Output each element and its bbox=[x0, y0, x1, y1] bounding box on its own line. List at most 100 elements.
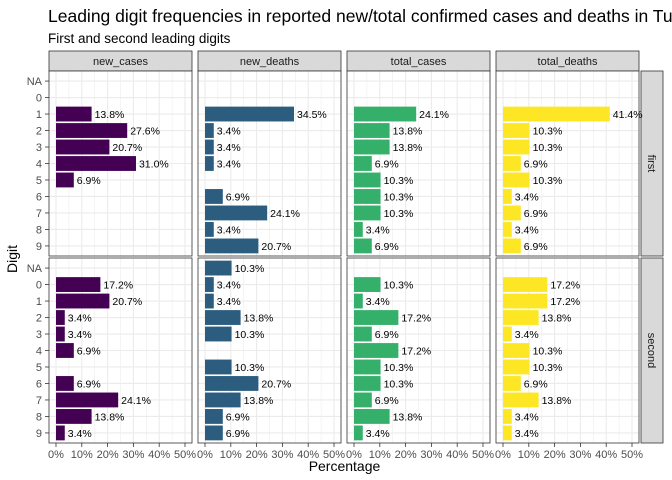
data-label: 31.0% bbox=[139, 159, 169, 171]
data-label: 6.9% bbox=[524, 208, 548, 220]
bar bbox=[205, 293, 214, 309]
bar bbox=[56, 277, 101, 292]
bar bbox=[205, 277, 214, 292]
bar bbox=[205, 106, 295, 122]
x-tick-label: 10% bbox=[518, 449, 540, 461]
data-label: 6.9% bbox=[77, 346, 101, 358]
data-label: 24.1% bbox=[419, 109, 449, 121]
bar bbox=[56, 123, 128, 138]
data-label: 3.4% bbox=[515, 411, 539, 423]
data-label: 6.9% bbox=[226, 411, 250, 423]
data-label: 10.3% bbox=[384, 191, 414, 203]
data-label: 10.3% bbox=[384, 280, 414, 292]
y-tick-label: 3 bbox=[36, 329, 42, 341]
data-label: 6.9% bbox=[375, 159, 399, 171]
bar bbox=[503, 189, 512, 204]
data-label: 3.4% bbox=[68, 329, 92, 341]
y-axis-title: Digit bbox=[4, 245, 20, 273]
data-label: 24.1% bbox=[270, 208, 300, 220]
bar bbox=[205, 238, 259, 254]
data-label: 3.4% bbox=[366, 296, 390, 308]
bar bbox=[354, 172, 381, 188]
y-tick-label: 9 bbox=[36, 241, 42, 253]
data-label: 3.4% bbox=[515, 191, 539, 203]
x-tick-label: 20% bbox=[395, 449, 417, 461]
bar bbox=[354, 293, 363, 309]
data-label: 6.9% bbox=[375, 241, 399, 253]
bar bbox=[503, 205, 521, 221]
data-label: 3.4% bbox=[366, 224, 390, 236]
bar bbox=[205, 409, 223, 424]
y-tick-label: NA bbox=[27, 76, 43, 88]
bar bbox=[205, 156, 214, 171]
y-tick-label: 8 bbox=[36, 411, 42, 423]
x-tick-label: 40% bbox=[595, 449, 617, 461]
data-label: 27.6% bbox=[130, 126, 160, 138]
data-label: 6.9% bbox=[226, 191, 250, 203]
y-tick-label: 5 bbox=[36, 362, 42, 374]
data-label: 6.9% bbox=[524, 378, 548, 390]
x-tick-label: 40% bbox=[297, 449, 319, 461]
data-label: 13.8% bbox=[393, 126, 423, 138]
data-label: 20.7% bbox=[261, 378, 291, 390]
bar bbox=[205, 392, 241, 408]
x-tick-label: 50% bbox=[323, 449, 345, 461]
data-label: 3.4% bbox=[515, 329, 539, 341]
panel-border bbox=[495, 70, 640, 257]
bar bbox=[205, 260, 232, 276]
data-label: 13.8% bbox=[393, 411, 423, 423]
facet-strip-label-total_cases: total_cases bbox=[391, 56, 447, 68]
data-label: 13.8% bbox=[95, 109, 125, 121]
data-label: 17.2% bbox=[550, 280, 580, 292]
y-tick-label: 7 bbox=[36, 208, 42, 220]
data-label: 3.4% bbox=[217, 126, 241, 138]
x-tick-label: 20% bbox=[97, 449, 119, 461]
y-tick-label: 9 bbox=[36, 428, 42, 440]
x-axis-title: Percentage bbox=[309, 458, 381, 474]
panel-second-total_deaths: 17.2%17.2%13.8%3.4%10.3%10.3%6.9%13.8%3.… bbox=[495, 257, 640, 444]
panel-second-new_deaths: 10.3%3.4%3.4%13.8%10.3%10.3%20.7%13.8%6.… bbox=[197, 257, 342, 444]
x-tick-label: 30% bbox=[569, 449, 591, 461]
x-tick-label: 50% bbox=[174, 449, 196, 461]
facet-strip-first bbox=[640, 70, 664, 257]
bar bbox=[503, 156, 521, 171]
data-label: 3.4% bbox=[68, 428, 92, 440]
data-label: 6.9% bbox=[375, 395, 399, 407]
data-label: 3.4% bbox=[515, 224, 539, 236]
bar bbox=[503, 139, 530, 155]
data-label: 13.8% bbox=[244, 313, 274, 325]
y-tick-label: 0 bbox=[36, 93, 42, 105]
bar bbox=[503, 293, 548, 309]
facet-strip-label-first: first bbox=[645, 155, 657, 173]
bar bbox=[354, 326, 372, 342]
data-label: 10.3% bbox=[384, 378, 414, 390]
data-label: 34.5% bbox=[297, 109, 327, 121]
bar bbox=[354, 205, 381, 221]
bar bbox=[354, 139, 390, 155]
facet-strip-label-total_deaths: total_deaths bbox=[538, 56, 598, 68]
bar bbox=[56, 343, 74, 358]
data-label: 3.4% bbox=[515, 428, 539, 440]
data-label: 3.4% bbox=[217, 280, 241, 292]
bar bbox=[205, 205, 268, 221]
bar bbox=[56, 156, 136, 171]
bar bbox=[503, 392, 539, 408]
data-label: 20.7% bbox=[112, 142, 142, 154]
bar bbox=[354, 222, 363, 237]
bar bbox=[354, 156, 372, 171]
y-tick-label: 7 bbox=[36, 395, 42, 407]
data-label: 6.9% bbox=[375, 329, 399, 341]
data-label: 17.2% bbox=[550, 296, 580, 308]
data-label: 3.4% bbox=[217, 159, 241, 171]
bar bbox=[56, 326, 65, 342]
data-label: 6.9% bbox=[77, 175, 101, 187]
bar bbox=[205, 139, 214, 155]
bar bbox=[503, 359, 530, 375]
bar bbox=[354, 409, 390, 424]
data-label: 13.8% bbox=[95, 411, 125, 423]
data-label: 10.3% bbox=[235, 329, 265, 341]
x-tick-label: 0% bbox=[495, 449, 511, 461]
bar bbox=[205, 123, 214, 138]
panel-border bbox=[197, 70, 342, 257]
